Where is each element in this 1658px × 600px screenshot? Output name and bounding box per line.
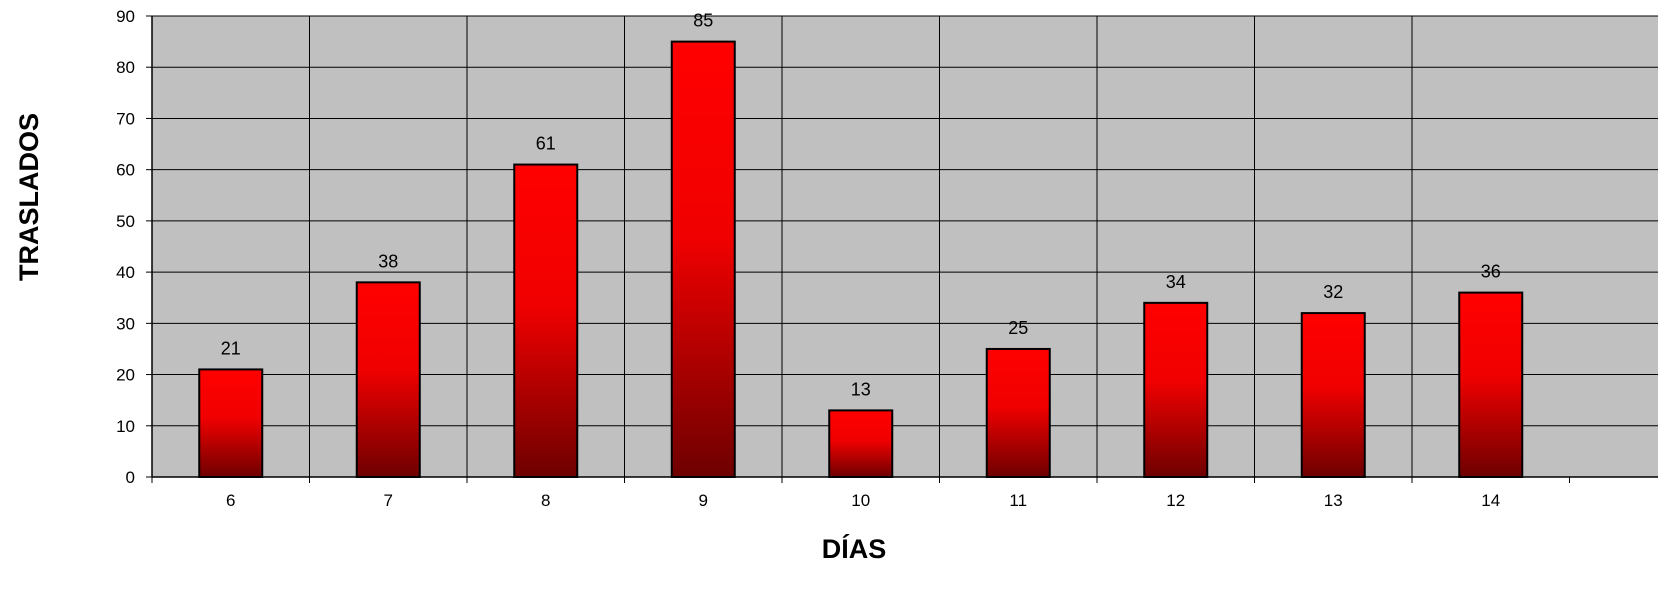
- x-tick-label: 9: [699, 491, 708, 510]
- bar-7: [355, 281, 421, 478]
- x-tick-label: 8: [541, 491, 550, 510]
- y-axis-title: TRASLADOS: [14, 113, 44, 281]
- y-tick-label: 50: [116, 212, 135, 231]
- x-tick-label: 7: [384, 491, 393, 510]
- data-label-14: 36: [1481, 262, 1501, 282]
- y-tick-label: 0: [126, 468, 135, 487]
- data-label-11: 25: [1008, 318, 1028, 338]
- tick-labels: 0 10 20 30 40 50 60 70 80 90 6 7 8 9 10 11 12 13 14: [116, 7, 1500, 510]
- y-tick-label: 60: [116, 161, 135, 180]
- bar-10: [828, 409, 894, 478]
- data-label-13: 32: [1323, 282, 1343, 302]
- data-label-7: 38: [378, 251, 398, 271]
- x-tick-label: 14: [1481, 491, 1500, 510]
- y-tick-label: 40: [116, 263, 135, 282]
- data-label-6: 21: [221, 338, 241, 358]
- bar-14: [1458, 291, 1524, 478]
- y-tick-label: 20: [116, 366, 135, 385]
- y-tick-label: 90: [116, 7, 135, 26]
- bar-9: [670, 40, 736, 478]
- y-tick-label: 30: [116, 314, 135, 333]
- bar-13: [1300, 312, 1366, 479]
- x-tick-label: 11: [1009, 491, 1027, 510]
- data-label-9: 85: [693, 11, 713, 31]
- bars: [198, 40, 1524, 479]
- y-tick-label: 10: [116, 417, 135, 436]
- bar-11: [985, 347, 1051, 479]
- x-tick-label: 6: [226, 491, 235, 510]
- bar-6: [198, 368, 264, 478]
- axes: [146, 15, 1658, 483]
- y-tick-label: 80: [116, 58, 135, 77]
- y-tick-label: 70: [116, 109, 135, 128]
- x-tick-label: 13: [1324, 491, 1343, 510]
- data-label-10: 13: [851, 379, 871, 399]
- x-tick-label: 10: [851, 491, 870, 510]
- data-labels: 21 38 61 85 13 25 34 32 36: [221, 11, 1501, 400]
- x-tick-label: 12: [1166, 491, 1185, 510]
- bar-8: [513, 163, 579, 479]
- data-label-8: 61: [536, 134, 556, 154]
- x-axis-title: DÍAS: [822, 533, 887, 564]
- data-label-12: 34: [1166, 272, 1186, 292]
- bar-12: [1143, 301, 1209, 478]
